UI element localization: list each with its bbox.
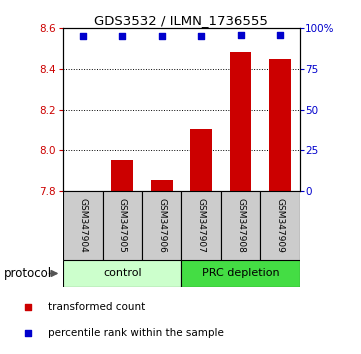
Point	[159, 34, 165, 39]
Bar	[182, 260, 300, 287]
Point	[198, 34, 204, 39]
Bar	[230, 52, 251, 191]
Bar	[63, 260, 182, 287]
Bar	[221, 191, 260, 260]
Text: GSM347908: GSM347908	[236, 198, 245, 253]
Text: percentile rank within the sample: percentile rank within the sample	[48, 329, 223, 338]
Text: GSM347907: GSM347907	[197, 198, 206, 253]
Bar	[269, 59, 291, 191]
Bar	[112, 160, 133, 191]
Text: PRC depletion: PRC depletion	[202, 268, 279, 279]
Point	[80, 34, 86, 39]
Bar	[190, 129, 212, 191]
Bar	[63, 191, 103, 260]
Point	[238, 32, 243, 38]
Text: transformed count: transformed count	[48, 302, 145, 312]
Bar	[151, 180, 173, 191]
Text: GSM347909: GSM347909	[275, 198, 284, 253]
Bar	[182, 191, 221, 260]
Bar	[103, 191, 142, 260]
Text: GSM347906: GSM347906	[157, 198, 166, 253]
Bar	[142, 191, 182, 260]
Point	[25, 304, 31, 310]
Bar	[260, 191, 300, 260]
Text: GSM347905: GSM347905	[118, 198, 127, 253]
Text: control: control	[103, 268, 142, 279]
Point	[119, 34, 125, 39]
Text: GSM347904: GSM347904	[78, 198, 87, 253]
Point	[25, 331, 31, 336]
Text: protocol: protocol	[4, 267, 52, 280]
Point	[277, 32, 283, 38]
Title: GDS3532 / ILMN_1736555: GDS3532 / ILMN_1736555	[95, 14, 268, 27]
